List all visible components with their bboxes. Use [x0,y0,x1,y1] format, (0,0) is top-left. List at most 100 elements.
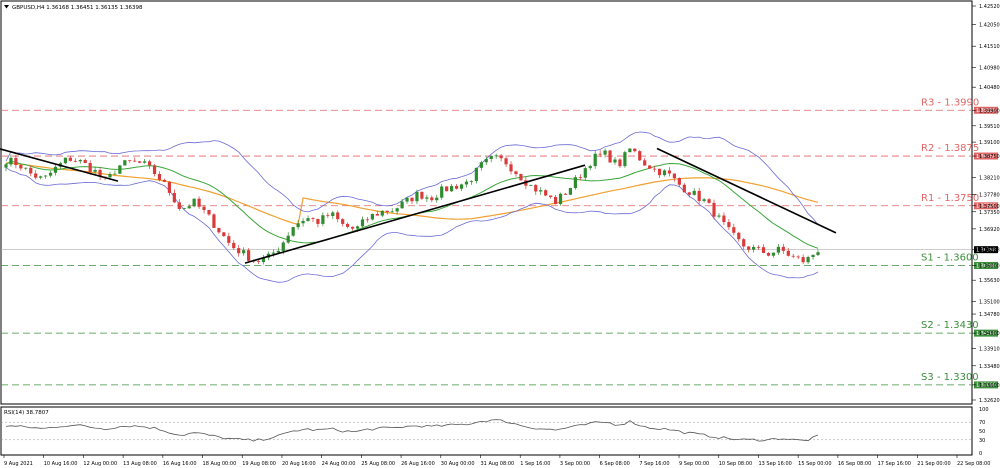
candle-body [73,160,77,162]
y-tick-label: 1.36398 [979,248,1000,254]
candle-body [761,247,766,254]
y-tick-label: 1.39900 [979,108,1000,114]
candle-body [78,159,82,162]
candle-body [98,169,102,177]
candle-body [687,192,691,195]
trend-line [656,147,837,234]
x-tick-label: 13 Sep 16:00 [758,461,791,467]
candle-body [29,167,33,174]
candle-body [613,159,617,163]
candle-body [816,252,820,255]
candle-body [657,168,662,176]
candle-body [479,162,483,168]
level-price-tag [974,202,998,210]
candle-body [568,188,573,195]
level-price-tag [974,261,998,269]
candle-body [400,201,404,209]
y-tick-label: 1.41510 [979,44,1000,50]
y-tick-label: 1.36000 [979,263,1000,269]
candle-body [801,257,805,263]
x-tick-label: 7 Sep 16:00 [639,461,669,467]
candle-body [781,246,785,251]
candle-body [514,171,518,175]
level-label: S3 - 1.3300 [921,372,979,383]
candle-body [435,197,439,201]
y-tick-label: 1.37780 [979,193,1000,199]
x-tick-label: 17 Sep 16:00 [878,461,911,467]
level-price-tag-label: 1.34300 [976,331,996,337]
candle-body [24,167,28,169]
candle-body [247,250,251,261]
candle-body [692,190,696,195]
candle-body [172,192,176,203]
candle-body [499,155,503,159]
level-price-tag [974,381,998,389]
candle-body [93,169,97,172]
candle-body [39,176,43,178]
candle-body [350,226,355,229]
level-label: S2 - 1.3430 [921,320,979,331]
x-tick-label: 22 Sep 08:00 [957,461,990,467]
x-tick-label: 10 Aug 16:00 [44,461,78,467]
candle-body [187,206,191,209]
candle-body [474,167,478,182]
candle-body [83,159,87,163]
x-tick-label: 6 Sep 08:00 [600,461,630,467]
candle-body [771,252,776,256]
level-price-tag [974,329,998,337]
candle-body [811,254,815,258]
y-tick-label: 1.40980 [979,65,1000,71]
candle-body [766,253,771,256]
candle-body [143,161,147,163]
candle-body [212,214,216,228]
candle-body [123,160,127,166]
candle-body [504,158,508,165]
candle-body [128,160,132,162]
candle-body [133,160,137,162]
candle-body [256,261,261,263]
rsi-tick-label: 50 [979,429,985,435]
candle-body [177,202,181,209]
candle-body [469,181,474,182]
candle-body [182,208,186,210]
candle-body [336,212,340,220]
candle-body [633,148,637,152]
candle-body [157,173,162,180]
x-tick-label: 30 Aug 00:00 [441,461,475,467]
candle-body [355,226,360,229]
candle-body [573,177,577,189]
candle-body [717,215,721,217]
candle-body [385,210,389,213]
bollinger-lower-band [5,167,819,283]
candle-body [425,197,429,199]
candle-body [68,157,72,161]
y-tick-label: 1.42520 [979,4,1000,10]
candle-body [722,215,726,223]
candle-body [365,219,370,221]
candle-body [776,246,780,253]
candle-body [756,246,761,248]
candle-body [415,191,419,202]
x-tick-label: 12 Aug 00:00 [83,461,117,467]
x-tick-label: 15 Sep 00:00 [798,461,831,467]
candle-body [593,153,597,167]
y-tick-label: 1.38210 [979,176,1000,182]
y-tick-label: 1.36920 [979,227,1000,233]
candle-body [712,202,716,217]
candle-body [672,173,677,179]
candle-body [291,227,295,236]
candle-body [796,256,800,258]
x-tick-label: 9 Sep 00:00 [679,461,709,467]
candle-body [237,248,241,254]
x-tick-label: 24 Aug 00:00 [322,461,356,467]
candle-body [623,152,627,167]
candle-body [167,181,171,193]
candle-body [529,184,533,186]
candle-body [742,239,746,247]
candle-body [306,218,310,221]
level-label: R1 - 1.3750 [921,193,979,204]
candle-body [445,186,449,192]
current-price-tag [974,246,998,254]
x-tick-label: 21 Sep 00:00 [917,461,950,467]
